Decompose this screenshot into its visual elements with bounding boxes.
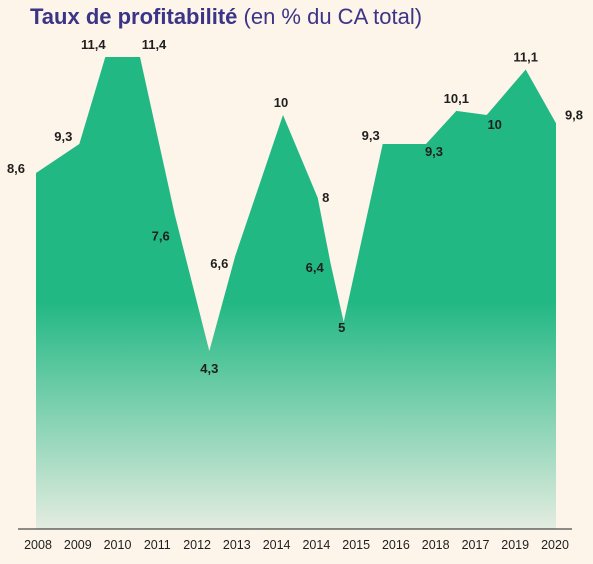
x-tick-label: 2014 — [263, 538, 291, 552]
data-label: 10 — [274, 95, 288, 110]
data-label: 9,3 — [425, 144, 443, 159]
x-tick-label: 2014 — [302, 538, 330, 552]
x-tick-label: 2011 — [144, 538, 171, 552]
x-tick-label: 2009 — [64, 538, 92, 552]
data-label: 6,4 — [306, 260, 325, 275]
data-label: 5 — [338, 320, 345, 335]
data-label: 6,6 — [210, 256, 228, 271]
x-tick-label: 2010 — [104, 538, 132, 552]
x-tick-label: 2008 — [24, 538, 52, 552]
x-tick-label: 2016 — [382, 538, 410, 552]
data-label: 4,3 — [200, 361, 218, 376]
x-tick-label: 2013 — [223, 538, 251, 552]
data-label: 9,8 — [565, 107, 583, 122]
data-label: 8,6 — [7, 161, 25, 176]
data-label: 7,6 — [152, 228, 170, 243]
data-label: 11,4 — [142, 37, 167, 52]
data-label: 10,1 — [444, 91, 469, 106]
area-series — [36, 57, 556, 529]
x-tick-label: 2017 — [462, 538, 490, 552]
x-tick-label: 2015 — [342, 538, 370, 552]
title-main: Taux de profitabilité — [30, 4, 238, 29]
x-tick-label: 2018 — [422, 538, 450, 552]
title-subtitle: (en % du CA total) — [243, 4, 423, 29]
chart-title: Taux de profitabilité (en % du CA total) — [30, 4, 422, 30]
data-label: 11,1 — [513, 50, 538, 65]
data-label: 9,3 — [362, 128, 380, 143]
data-label: 10 — [487, 117, 501, 132]
data-label: 9,3 — [54, 129, 72, 144]
x-tick-label: 2020 — [541, 538, 569, 552]
x-tick-label: 2019 — [501, 538, 529, 552]
data-label: 11,4 — [81, 37, 106, 52]
data-label: 8 — [322, 190, 329, 205]
x-tick-label: 2012 — [183, 538, 211, 552]
